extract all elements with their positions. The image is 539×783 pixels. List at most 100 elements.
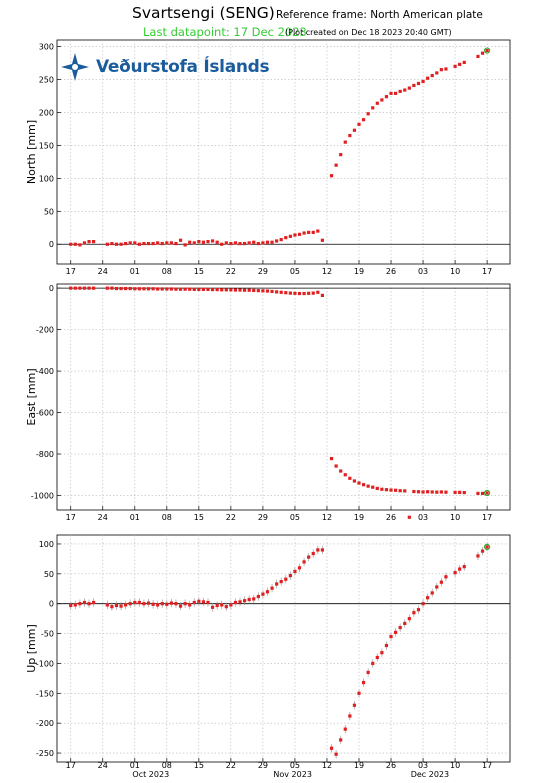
north-data-point (435, 71, 439, 75)
up-data-point (151, 602, 155, 606)
up-data-point (307, 555, 311, 559)
north-data-point (146, 241, 151, 246)
north-data-point (416, 81, 421, 86)
east-data-point (146, 287, 151, 291)
east-data-point (82, 286, 87, 290)
up-ytick-label: 100 (39, 540, 54, 549)
east-data-point (403, 489, 407, 493)
up-data-point (169, 601, 173, 605)
north-xtick-label: 01 (130, 267, 140, 276)
east-data-point (320, 293, 324, 298)
east-xtick-label: 12 (322, 513, 332, 522)
east-data-point (265, 289, 270, 293)
up-data-point (110, 605, 114, 609)
up-ytick-label: -250 (36, 749, 54, 758)
up-data-point (398, 625, 402, 630)
up-data-point (453, 571, 457, 575)
east-ytick-label: -1000 (31, 491, 54, 500)
up-data-point (320, 548, 324, 552)
up-data-point (188, 603, 192, 607)
up-data-point (197, 599, 201, 603)
up-data-point (174, 602, 178, 606)
east-xtick-label: 24 (98, 513, 108, 522)
north-data-point (426, 76, 430, 80)
east-data-point (416, 490, 421, 494)
east-data-point (220, 288, 224, 292)
north-data-point (371, 106, 375, 110)
east-xtick-label: 01 (130, 513, 140, 522)
north-data-point (352, 128, 357, 132)
up-data-point (92, 600, 96, 605)
north-xtick-label: 26 (386, 267, 396, 276)
east-xtick-label: 29 (258, 513, 268, 522)
north-data-point (188, 240, 192, 244)
east-data-point (114, 286, 119, 291)
north-ytick-label: 150 (39, 141, 54, 150)
north-data-point (210, 239, 215, 243)
up-data-point (210, 605, 215, 609)
east-data-point (339, 469, 343, 473)
up-data-point (366, 670, 370, 674)
east-data-point (284, 291, 288, 295)
up-xtick-label: 08 (162, 761, 172, 770)
east-data-point (371, 485, 375, 489)
north-data-point (311, 230, 315, 234)
north-data-point (480, 51, 485, 55)
up-last-point-marker (484, 543, 491, 551)
north-data-point (302, 231, 306, 235)
station-title: Svartsengi (SENG) (132, 4, 275, 22)
up-data-point (412, 611, 416, 615)
north-data-point (220, 242, 224, 246)
up-data-point (389, 634, 393, 639)
east-data-point (78, 286, 82, 290)
north-data-point (297, 232, 302, 236)
logo-star-icon (61, 53, 89, 81)
north-data-point (197, 240, 201, 244)
east-data-point (256, 289, 260, 293)
north-data-point (265, 240, 270, 244)
up-data-point (156, 603, 160, 607)
north-data-point (384, 95, 389, 99)
east-data-point (458, 490, 462, 494)
north-data-point (243, 241, 247, 246)
east-data-point (357, 481, 361, 485)
plot-created-label: (Plot created on Dec 18 2023 20:40 GMT) (285, 28, 452, 37)
east-data-point (201, 287, 206, 291)
east-data-point (183, 287, 187, 291)
up-ytick-label: -100 (36, 659, 54, 668)
east-data-point (188, 287, 192, 291)
north-data-point (119, 242, 123, 246)
north-xtick-label: 08 (162, 267, 172, 276)
east-data-point (156, 287, 160, 291)
up-data-point (137, 600, 141, 605)
up-data-point (361, 680, 366, 685)
north-data-point (407, 86, 411, 90)
east-xtick-label: 17 (66, 513, 76, 522)
north-data-point (128, 241, 132, 245)
east-ytick-label: 0 (49, 284, 54, 293)
east-last-point-marker (484, 489, 491, 497)
up-plot-frame (56, 534, 511, 763)
north-data-point (183, 243, 187, 247)
up-data-point (183, 602, 187, 606)
up-data-point (284, 577, 288, 581)
up-data-point (334, 752, 338, 756)
up-month-label: Oct 2023 (132, 770, 169, 779)
north-last-point-marker (484, 47, 491, 54)
up-xtick-label: 12 (322, 761, 332, 770)
east-data-point (124, 286, 128, 291)
up-xtick-label: 01 (130, 761, 140, 770)
up-data-point (87, 602, 91, 606)
north-data-point (133, 241, 137, 245)
up-data-point (348, 714, 352, 718)
up-data-point (357, 691, 361, 695)
up-xtick-label: 24 (98, 761, 108, 770)
north-data-point (380, 98, 384, 102)
up-data-point (224, 605, 228, 609)
east-data-point (394, 488, 398, 492)
north-xtick-label: 15 (194, 267, 204, 276)
east-data-point (119, 286, 123, 291)
up-data-point (430, 591, 434, 595)
north-data-point (192, 241, 196, 245)
up-xtick-label: 26 (386, 761, 396, 770)
